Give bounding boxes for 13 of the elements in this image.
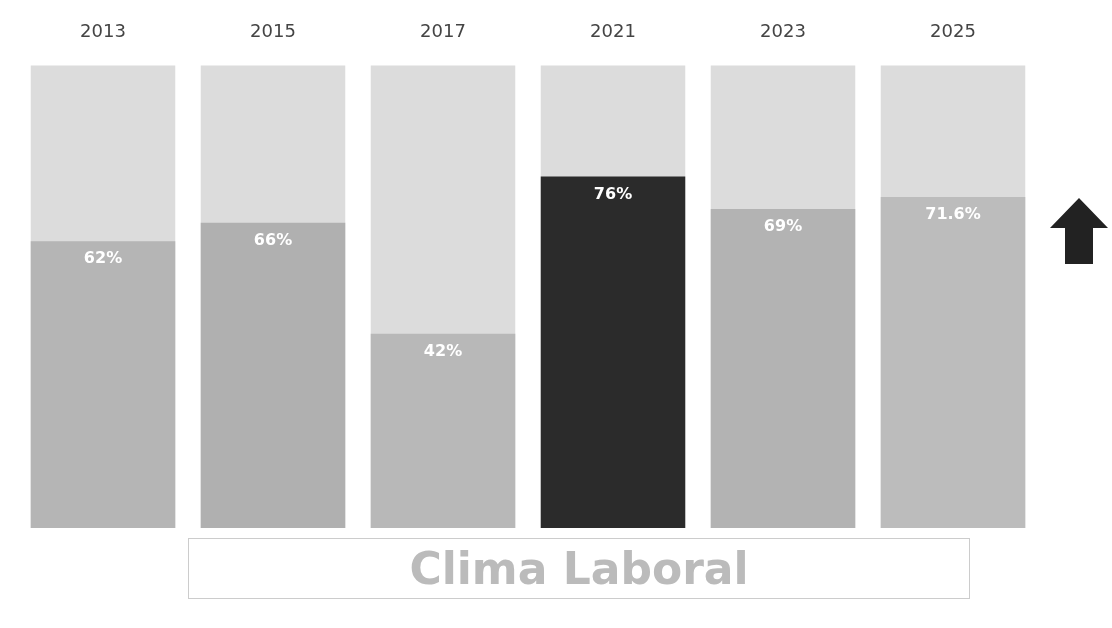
data-label: 69% — [763, 216, 803, 236]
x-tick-label: 2017 — [420, 20, 466, 42]
data-label: 42% — [423, 340, 463, 360]
x-tick-label: 2021 — [590, 20, 636, 42]
data-label: 76% — [593, 183, 633, 203]
x-tick-label: 2015 — [250, 20, 296, 42]
data-label: 71.6% — [925, 204, 981, 224]
x-tick-label: 2013 — [80, 20, 126, 42]
data-label: 62% — [83, 248, 123, 268]
data-label: 66% — [253, 229, 293, 249]
text: Clima Laboral — [188, 538, 970, 599]
x-tick-label: 2023 — [760, 20, 806, 42]
x-tick-label: 2025 — [930, 20, 976, 42]
